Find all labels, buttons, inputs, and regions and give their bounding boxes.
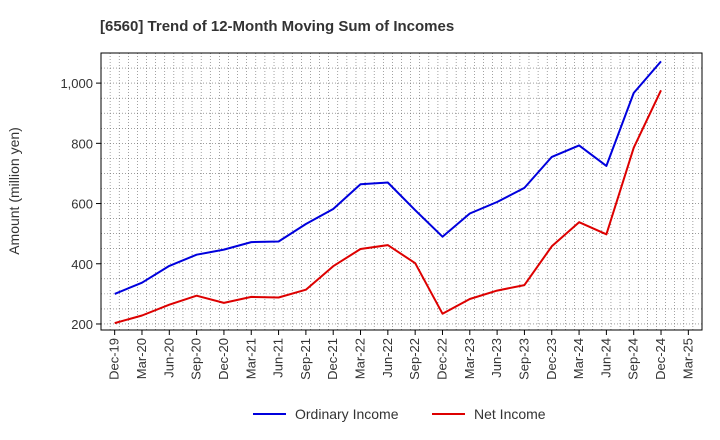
x-tick-label: Sep-21 xyxy=(298,338,313,380)
x-tick-label: Mar-25 xyxy=(680,338,695,379)
legend-label-ordinary-income: Ordinary Income xyxy=(295,406,399,422)
y-tick-label: 600 xyxy=(71,197,93,212)
y-tick-label: 1,000 xyxy=(60,76,93,91)
chart-title: [6560] Trend of 12-Month Moving Sum of I… xyxy=(100,18,454,35)
x-tick-label: Dec-20 xyxy=(216,338,231,380)
legend: Ordinary Income Net Income xyxy=(253,406,546,422)
x-tick-label: Jun-21 xyxy=(271,338,286,378)
x-tick-label: Sep-22 xyxy=(407,338,422,380)
x-tick-label: Jun-22 xyxy=(380,338,395,378)
x-tick-label: Sep-20 xyxy=(189,338,204,380)
x-tick-label: Sep-24 xyxy=(626,338,641,380)
plot-area xyxy=(100,52,703,331)
x-tick-label: Sep-23 xyxy=(516,338,531,380)
legend-label-net-income: Net Income xyxy=(474,406,546,422)
series-line-ordinary-income xyxy=(114,60,662,295)
x-tick-label: Mar-23 xyxy=(462,338,477,379)
x-tick-label: Dec-21 xyxy=(325,338,340,380)
x-tick-label: Jun-23 xyxy=(489,338,504,378)
x-tick-label: Jun-24 xyxy=(598,338,613,378)
y-axis-label: Amount (million yen) xyxy=(6,127,22,255)
x-tick-label: Mar-22 xyxy=(353,338,368,379)
x-tick-label: Dec-24 xyxy=(653,338,668,380)
grid xyxy=(101,53,702,330)
series-group xyxy=(114,60,662,325)
series-line-net-income xyxy=(114,89,662,325)
y-axis: 200 400 600 800 1,000 xyxy=(60,76,101,332)
x-tick-label: Mar-20 xyxy=(134,338,149,379)
x-tick-label: Dec-23 xyxy=(544,338,559,380)
x-tick-label: Jun-20 xyxy=(161,338,176,378)
x-tick-label: Mar-21 xyxy=(243,338,258,379)
x-tick-label: Dec-19 xyxy=(107,338,122,380)
x-tick-label: Mar-24 xyxy=(571,338,586,379)
y-tick-label: 800 xyxy=(71,136,93,151)
y-tick-label: 400 xyxy=(71,257,93,272)
x-axis: Dec-19 Mar-20 Jun-20 Sep-20 Dec-20 Mar-21 Jun-… xyxy=(107,330,695,380)
x-tick-label: Dec-22 xyxy=(434,338,449,380)
y-tick-label: 200 xyxy=(71,317,93,332)
